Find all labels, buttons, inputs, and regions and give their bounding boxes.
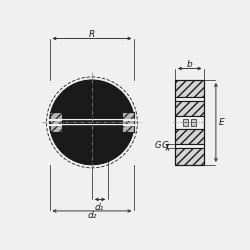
Text: E: E [219,118,225,127]
Bar [175,101,204,116]
Bar [175,148,204,165]
Text: R: R [89,30,95,39]
Bar [175,128,204,144]
Bar [122,112,134,132]
Bar [175,144,204,148]
Circle shape [88,92,96,99]
Bar [122,112,134,132]
Bar [192,119,196,126]
Bar [183,119,188,126]
Bar [175,97,204,101]
Bar [175,80,204,97]
Bar [175,116,204,128]
Bar [50,112,62,132]
Text: G: G [161,142,168,150]
Bar [175,128,204,144]
Circle shape [88,146,96,153]
Bar [175,80,204,165]
Circle shape [76,107,107,138]
Text: G: G [155,142,161,150]
Bar [175,80,204,97]
Bar [175,148,204,165]
Bar [175,101,204,116]
Text: d₂: d₂ [87,211,97,220]
Bar [50,112,62,132]
Text: b: b [187,60,192,69]
Circle shape [50,80,134,165]
Text: d₁: d₁ [95,203,104,212]
